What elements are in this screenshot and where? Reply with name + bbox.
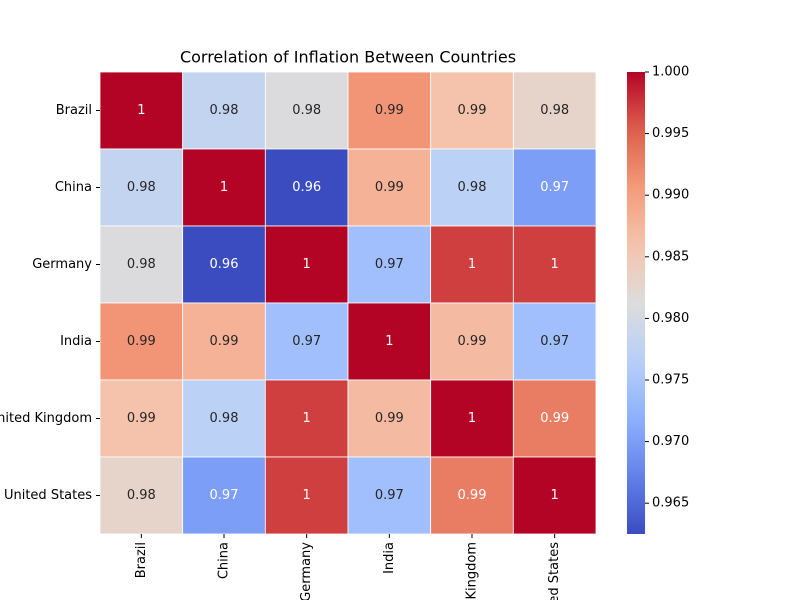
chart-title: Correlation of Inflation Between Countri… <box>180 48 516 67</box>
heatmap-cell <box>512 456 597 535</box>
x-tick-label: China <box>217 542 232 579</box>
cell-label: 0.96 <box>292 180 321 195</box>
heatmap-cell <box>430 379 514 458</box>
cell-label: 0.98 <box>127 257 156 272</box>
x-tick-label: United States <box>547 542 562 600</box>
x-tick-label: Germany <box>299 542 314 600</box>
heatmap-cell <box>182 225 266 304</box>
cell-label: 1 <box>303 257 311 272</box>
cell-label: 0.99 <box>127 334 156 349</box>
cell-label: 0.98 <box>292 103 321 118</box>
heatmap-cell <box>430 71 514 150</box>
heatmap-cell <box>430 225 514 304</box>
cell-label: 1 <box>137 103 145 118</box>
heatmap-cell <box>264 225 349 304</box>
heatmap-cell <box>512 71 597 150</box>
x-tick-label: India <box>382 542 397 574</box>
heatmap-cell <box>347 379 432 458</box>
cell-label: 0.99 <box>210 334 239 349</box>
cell-label: 1 <box>385 334 393 349</box>
heatmap-cell <box>512 225 597 304</box>
cell-label: 0.99 <box>458 334 487 349</box>
cell-label: 0.98 <box>210 103 239 118</box>
cell-label: 0.97 <box>375 488 404 503</box>
heatmap-cell <box>347 71 432 150</box>
cell-label: 0.97 <box>540 334 569 349</box>
heatmap-cell <box>430 456 514 535</box>
heatmap-cell <box>430 302 514 381</box>
y-tick-label: Brazil <box>56 103 92 118</box>
cell-label: 0.99 <box>375 103 404 118</box>
y-tick-label: United States <box>4 488 92 503</box>
heatmap-cell <box>182 302 266 381</box>
cell-label: 0.97 <box>540 180 569 195</box>
heatmap-cell <box>99 71 184 150</box>
colorbar <box>627 72 645 534</box>
heatmap-cell <box>99 225 184 304</box>
heatmap-cell <box>99 456 184 535</box>
heatmap-cell <box>512 302 597 381</box>
colorbar-tick-label: 0.995 <box>652 126 689 141</box>
cell-label: 0.99 <box>458 488 487 503</box>
cell-label: 0.96 <box>210 257 239 272</box>
heatmap-cell <box>182 148 266 227</box>
heatmap-cell <box>264 379 349 458</box>
heatmap-cell <box>347 225 432 304</box>
cell-label: 1 <box>468 411 476 426</box>
heatmap-cell <box>99 302 184 381</box>
colorbar-tick-label: 0.970 <box>652 434 689 449</box>
cell-label: 0.99 <box>375 411 404 426</box>
colorbar-tick-label: 1.000 <box>652 65 689 80</box>
cell-label: 0.99 <box>127 411 156 426</box>
x-tick-label: United Kingdom <box>465 542 480 600</box>
cell-label: 1 <box>551 488 559 503</box>
cell-label: 1 <box>468 257 476 272</box>
y-tick-label: China <box>55 180 92 195</box>
cell-label: 1 <box>551 257 559 272</box>
y-tick-label: Germany <box>32 257 92 272</box>
cell-label: 1 <box>220 180 228 195</box>
colorbar-tick-label: 0.980 <box>652 311 689 326</box>
y-tick-label: India <box>60 334 92 349</box>
cell-label: 1 <box>303 488 311 503</box>
cell-label: 0.97 <box>375 257 404 272</box>
colorbar-tick-label: 0.975 <box>652 373 689 388</box>
heatmap-cell <box>182 71 266 150</box>
cell-label: 0.97 <box>292 334 321 349</box>
heatmap-cell <box>347 302 432 381</box>
heatmap-cell <box>512 148 597 227</box>
colorbar-tick-label: 0.965 <box>652 496 689 511</box>
heatmap-cell <box>347 148 432 227</box>
heatmap-cell <box>99 379 184 458</box>
cell-label: 1 <box>303 411 311 426</box>
cell-label: 0.99 <box>540 411 569 426</box>
cell-label: 0.99 <box>458 103 487 118</box>
cell-label: 0.98 <box>458 180 487 195</box>
cell-label: 0.99 <box>375 180 404 195</box>
colorbar-tick-label: 0.985 <box>652 249 689 264</box>
heatmap-cell <box>264 302 349 381</box>
heatmap-cell <box>512 379 597 458</box>
cell-label: 0.98 <box>127 180 156 195</box>
cell-label: 0.98 <box>127 488 156 503</box>
cell-label: 0.98 <box>210 411 239 426</box>
colorbar-tick-label: 0.990 <box>652 188 689 203</box>
cell-label: 0.97 <box>210 488 239 503</box>
heatmap-cell <box>264 71 349 150</box>
y-tick-label: United Kingdom <box>0 411 92 426</box>
x-tick-label: Brazil <box>134 542 149 578</box>
cell-label: 0.98 <box>540 103 569 118</box>
